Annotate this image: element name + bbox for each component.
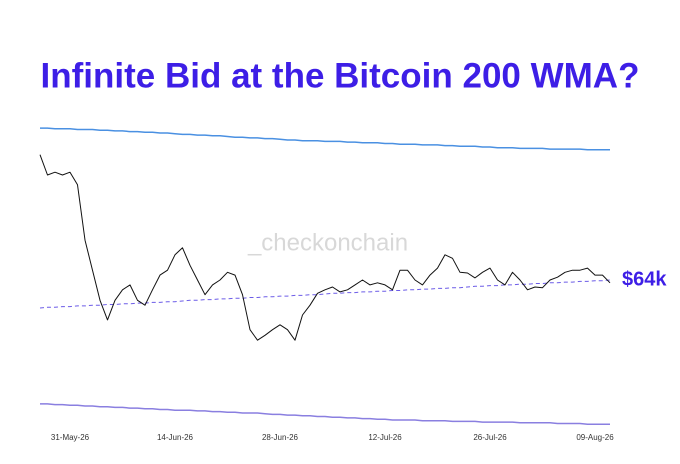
series-line: [40, 127, 610, 151]
x-tick-label: 14-Jun-26: [157, 433, 194, 442]
series-line: [39, 279, 611, 309]
series-line: [40, 403, 610, 425]
annotation: $64k: [622, 268, 667, 290]
x-tick-label: 09-Aug-26: [576, 433, 614, 442]
chart-title: Infinite Bid at the Bitcoin 200 WMA?: [41, 56, 640, 95]
x-tick-label: 12-Jul-26: [368, 433, 402, 442]
series-line: [39, 154, 611, 341]
x-tick-label: 26-Jul-26: [473, 433, 507, 442]
x-tick-label: 31-May-26: [51, 433, 90, 442]
watermark: _checkonchain: [247, 229, 408, 256]
x-tick-label: 28-Jun-26: [262, 433, 299, 442]
